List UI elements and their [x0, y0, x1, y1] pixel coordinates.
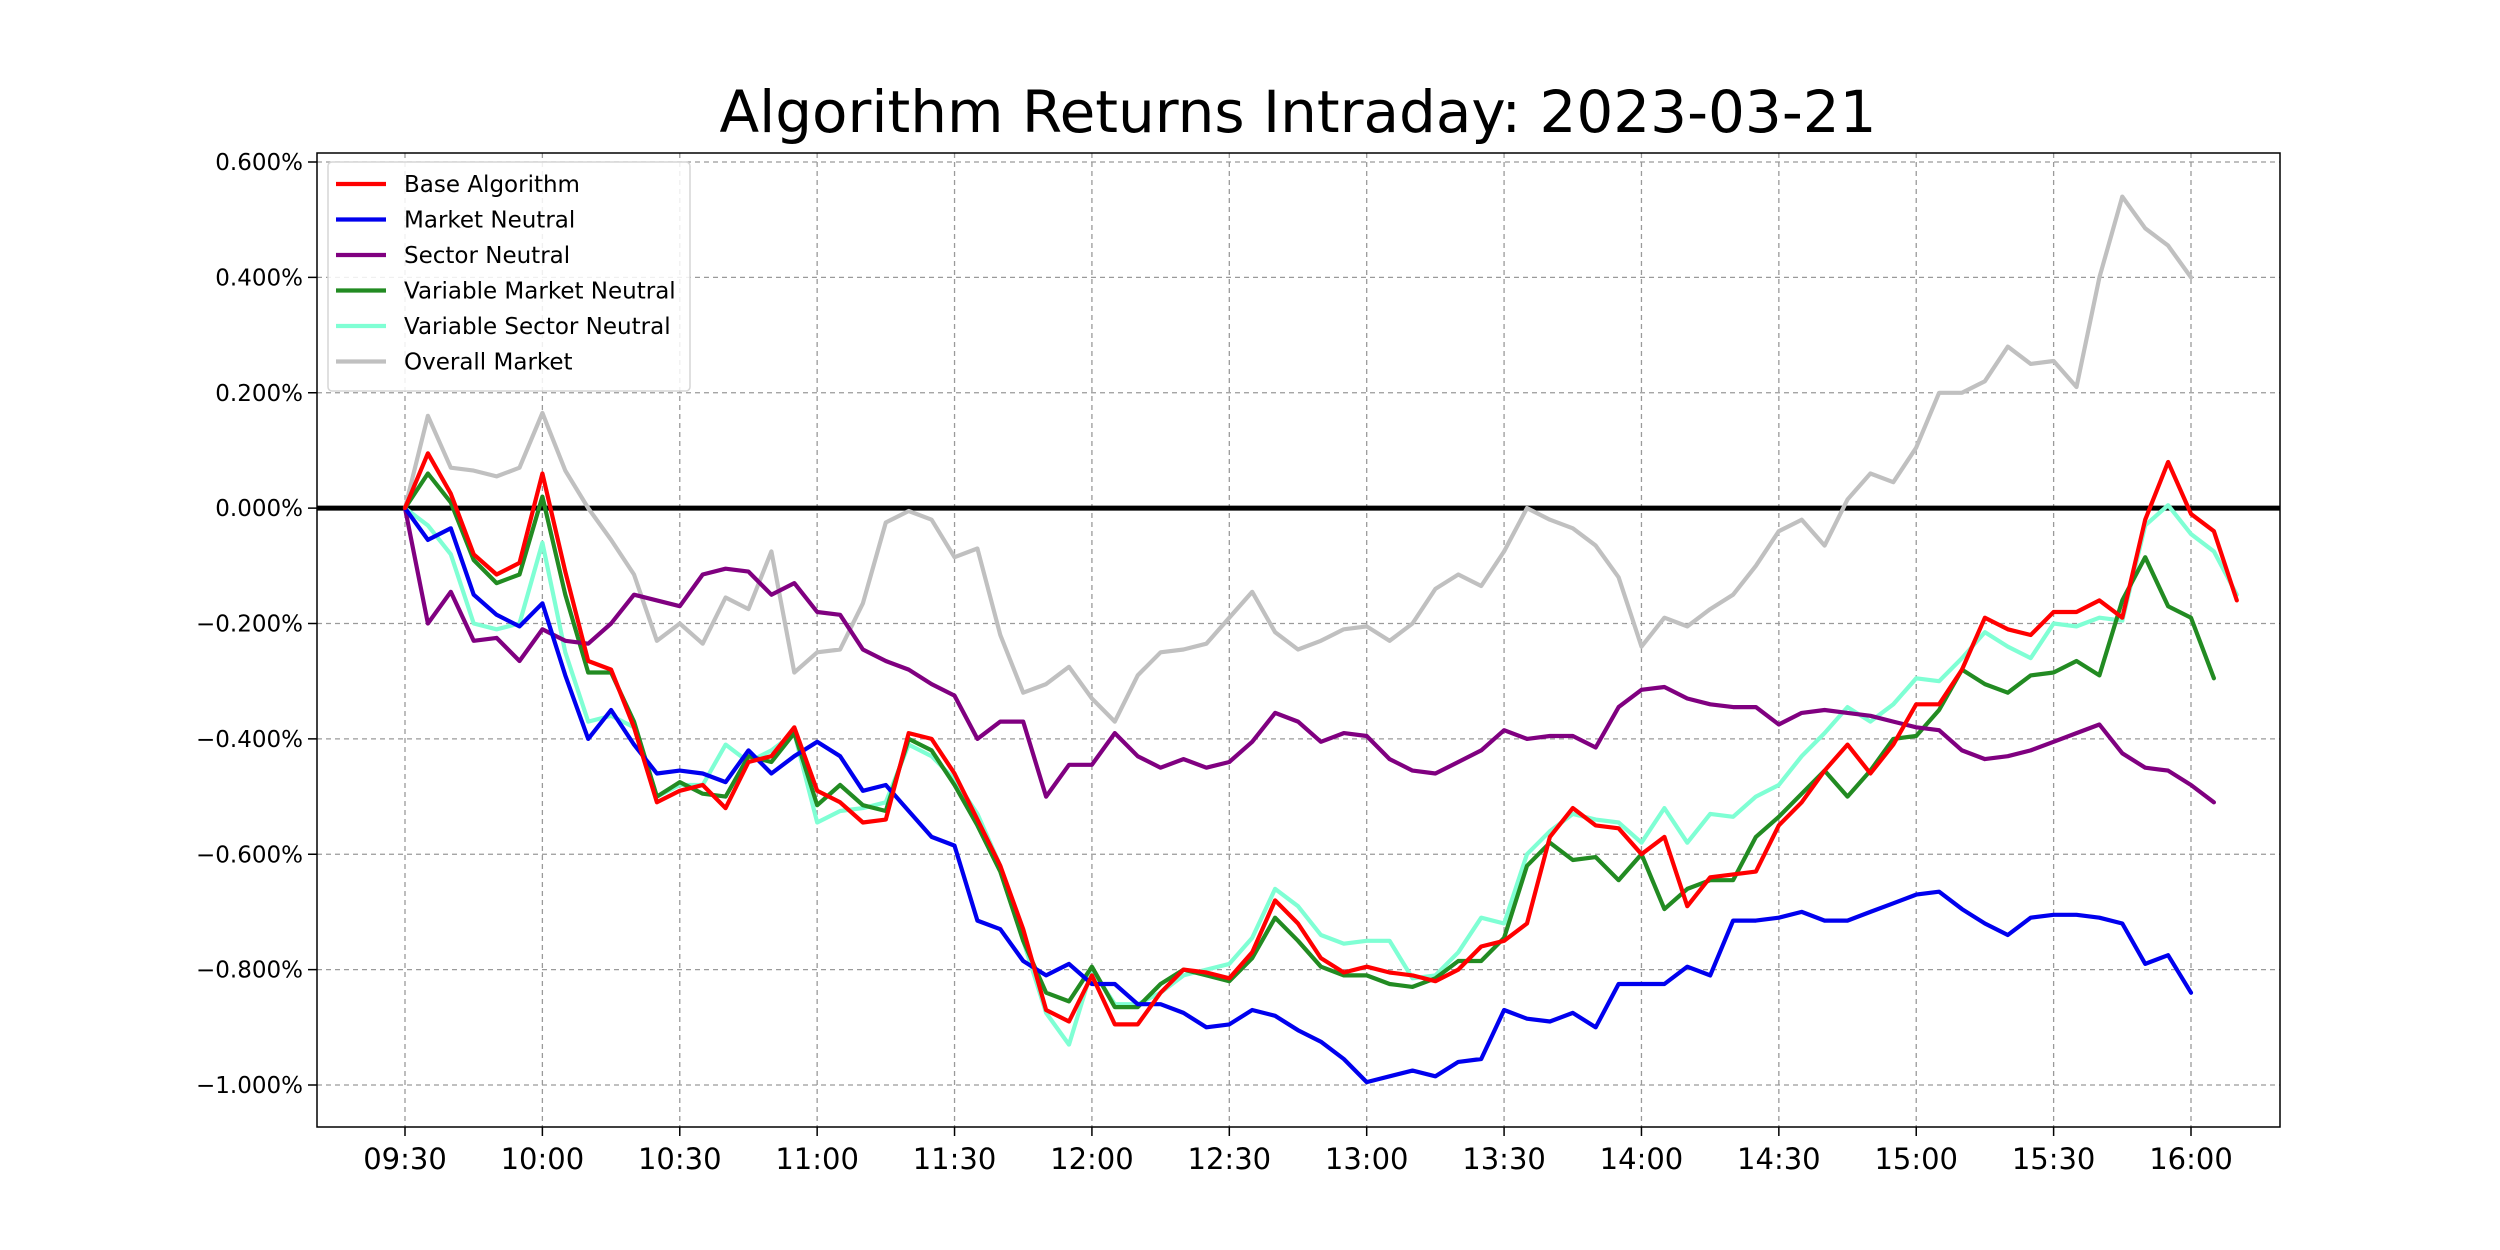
series-line-sector-neutral — [402, 506, 2216, 805]
x-tick-label: 13:00 — [1325, 1142, 1409, 1176]
legend-label-sector-neutral: Sector Neutral — [404, 243, 570, 269]
legend-label-market-neutral: Market Neutral — [404, 208, 575, 234]
x-tick-label: 15:00 — [1874, 1142, 1958, 1176]
series-line-overall-market — [402, 194, 2194, 724]
x-tick-label: 11:30 — [913, 1142, 997, 1176]
y-tick-label: −0.600% — [196, 842, 303, 868]
y-tick-label: −0.800% — [196, 958, 303, 984]
y-tick-label: 0.400% — [215, 265, 303, 291]
chart-title: Algorithm Returns Intraday: 2023-03-21 — [719, 78, 1876, 146]
y-tick-label: −1.000% — [196, 1073, 303, 1099]
x-tick-label: 14:00 — [1600, 1142, 1684, 1176]
x-tick-label: 12:30 — [1188, 1142, 1272, 1176]
legend-label-base-algorithm: Base Algorithm — [404, 172, 580, 198]
y-axis: 0.600% 0.400% 0.200% 0.000% −0.200% −0.400% −0… — [196, 150, 317, 1099]
x-tick-label: 16:00 — [2149, 1142, 2233, 1176]
series-lines — [402, 194, 2239, 1085]
x-tick-label: 14:30 — [1737, 1142, 1821, 1176]
x-tick-label: 11:00 — [775, 1142, 859, 1176]
x-tick-label: 09:30 — [363, 1142, 447, 1176]
x-tick-label: 10:00 — [501, 1142, 585, 1176]
series-line-variable-market-neutral — [402, 471, 2216, 1010]
series-line-market-neutral — [402, 506, 2194, 1085]
x-tick-label: 13:30 — [1462, 1142, 1546, 1176]
y-tick-label: 0.200% — [215, 381, 303, 407]
series-line-base-algorithm — [402, 451, 2239, 1027]
legend-label-overall-market: Overall Market — [404, 350, 573, 376]
x-tick-label: 15:30 — [2012, 1142, 2096, 1176]
series-line-variable-sector-neutral — [402, 503, 2239, 1047]
y-tick-label: −0.200% — [196, 612, 303, 638]
x-tick-label: 12:00 — [1050, 1142, 1134, 1176]
legend-label-variable-market-neutral: Variable Market Neutral — [404, 279, 676, 305]
y-tick-label: 0.600% — [215, 150, 303, 176]
legend-box — [327, 161, 691, 392]
x-axis: 09:30 10:00 10:30 11:00 11:30 12:00 12:30 13:00… — [363, 1127, 2233, 1176]
legend: Base Algorithm Market Neutral Sector Neutr… — [327, 161, 691, 392]
legend-label-variable-sector-neutral: Variable Sector Neutral — [404, 314, 671, 340]
y-tick-label: 0.000% — [215, 496, 303, 522]
x-tick-label: 10:30 — [638, 1142, 722, 1176]
plot-frame — [316, 152, 2281, 1128]
y-tick-label: −0.400% — [196, 727, 303, 753]
